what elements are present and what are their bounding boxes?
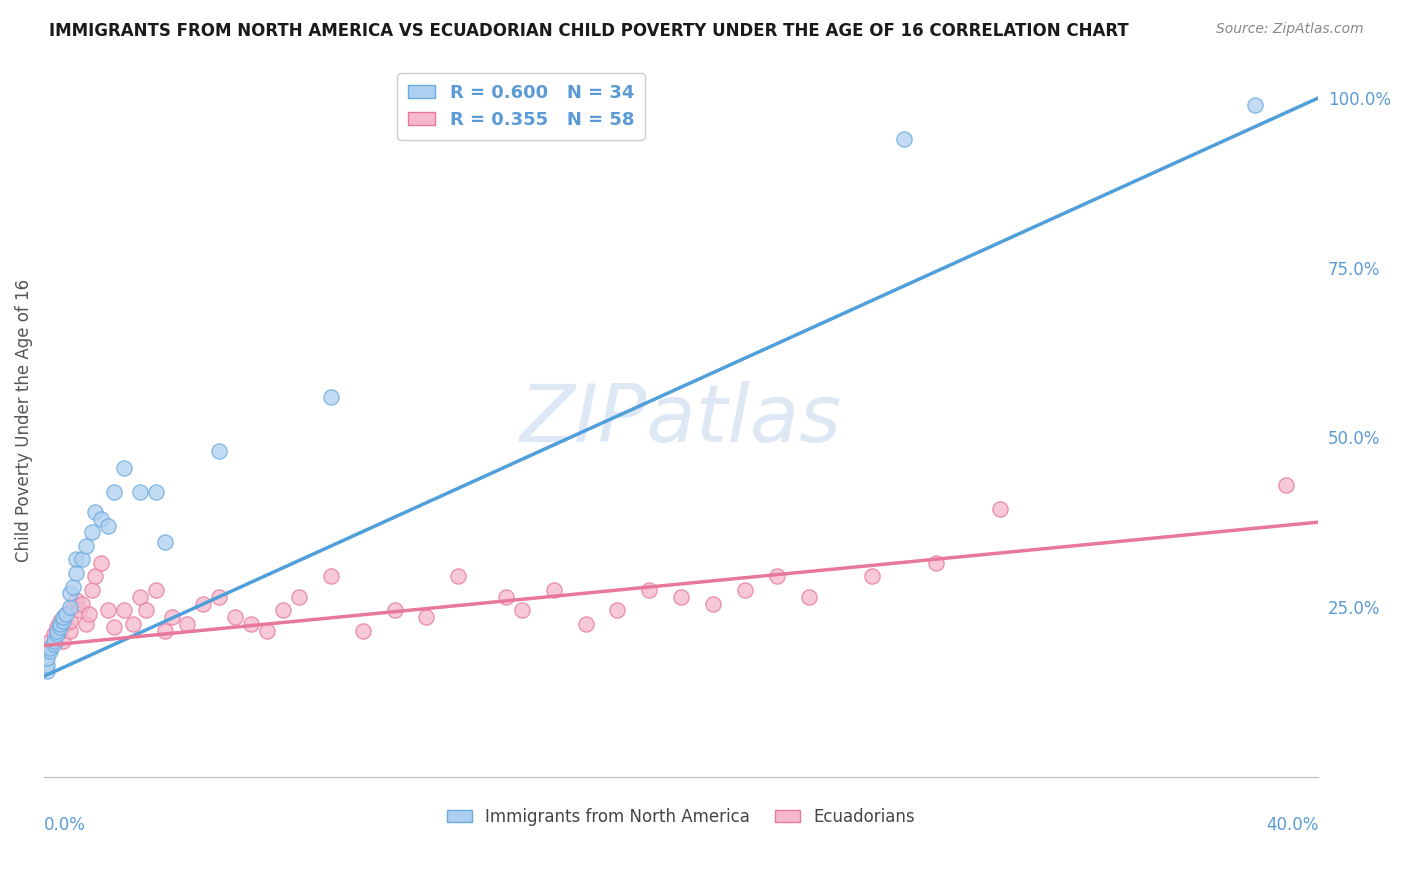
Point [575, 616, 598, 631]
Point [145, 582, 167, 597]
Point [112, 603, 135, 617]
Point [37, 651, 59, 665]
Point [97, 603, 120, 617]
Point [52, 614, 75, 628]
Point [55, 616, 77, 631]
Point [75, 539, 97, 553]
Point [112, 460, 135, 475]
Point [510, 603, 533, 617]
Point [797, 590, 820, 604]
Point [128, 590, 150, 604]
Point [55, 607, 77, 621]
Point [193, 597, 215, 611]
Point [55, 607, 77, 621]
Point [49, 616, 72, 631]
Point [58, 614, 80, 628]
Point [90, 512, 112, 526]
Y-axis label: Child Poverty Under the Age of 16: Child Poverty Under the Age of 16 [15, 279, 32, 562]
Point [37, 640, 59, 655]
Point [128, 484, 150, 499]
Point [495, 590, 517, 604]
Point [84, 569, 107, 583]
Text: 0.0%: 0.0% [44, 816, 86, 834]
Point [606, 603, 628, 617]
Point [72, 552, 94, 566]
Point [415, 610, 437, 624]
Text: 40.0%: 40.0% [1265, 816, 1319, 834]
Point [84, 505, 107, 519]
Text: IMMIGRANTS FROM NORTH AMERICA VS ECUADORIAN CHILD POVERTY UNDER THE AGE OF 16 CO: IMMIGRANTS FROM NORTH AMERICA VS ECUADOR… [49, 22, 1129, 40]
Point [288, 590, 311, 604]
Point [42, 637, 65, 651]
Point [80, 525, 103, 540]
Point [45, 627, 67, 641]
Point [669, 590, 692, 604]
Point [62, 580, 84, 594]
Point [925, 556, 948, 570]
Point [103, 484, 125, 499]
Text: Source: ZipAtlas.com: Source: ZipAtlas.com [1216, 22, 1364, 37]
Point [52, 633, 75, 648]
Point [160, 610, 183, 624]
Point [39, 640, 62, 655]
Point [543, 582, 565, 597]
Point [97, 518, 120, 533]
Legend: Immigrants from North America, Ecuadorians: Immigrants from North America, Ecuadoria… [440, 801, 922, 832]
Point [224, 610, 246, 624]
Point [42, 633, 65, 648]
Point [103, 620, 125, 634]
Point [65, 566, 87, 580]
Point [135, 603, 157, 617]
Point [122, 616, 145, 631]
Point [240, 616, 263, 631]
Point [45, 620, 67, 634]
Point [42, 627, 65, 641]
Point [37, 665, 59, 679]
Point [208, 443, 231, 458]
Point [37, 657, 59, 672]
Point [75, 616, 97, 631]
Point [256, 624, 278, 638]
Point [145, 484, 167, 499]
Point [893, 132, 915, 146]
Point [860, 569, 883, 583]
Point [988, 501, 1011, 516]
Point [176, 616, 198, 631]
Point [90, 556, 112, 570]
Point [77, 607, 100, 621]
Point [447, 569, 470, 583]
Text: ZIPatlas: ZIPatlas [520, 382, 842, 459]
Point [1243, 97, 1265, 112]
Point [58, 599, 80, 614]
Point [352, 624, 374, 638]
Point [45, 624, 67, 638]
Point [702, 597, 724, 611]
Point [45, 624, 67, 638]
Point [1275, 478, 1298, 492]
Point [734, 582, 756, 597]
Point [208, 590, 231, 604]
Point [65, 552, 87, 566]
Point [638, 582, 661, 597]
Point [49, 624, 72, 638]
Point [49, 614, 72, 628]
Point [153, 624, 176, 638]
Point [58, 624, 80, 638]
Point [39, 633, 62, 648]
Point [39, 644, 62, 658]
Point [319, 569, 342, 583]
Point [384, 603, 406, 617]
Point [58, 586, 80, 600]
Point [153, 535, 176, 549]
Point [319, 390, 342, 404]
Point [72, 597, 94, 611]
Point [49, 620, 72, 634]
Point [62, 599, 84, 614]
Point [765, 569, 787, 583]
Point [80, 582, 103, 597]
Point [52, 610, 75, 624]
Point [271, 603, 294, 617]
Point [67, 603, 90, 617]
Point [65, 593, 87, 607]
